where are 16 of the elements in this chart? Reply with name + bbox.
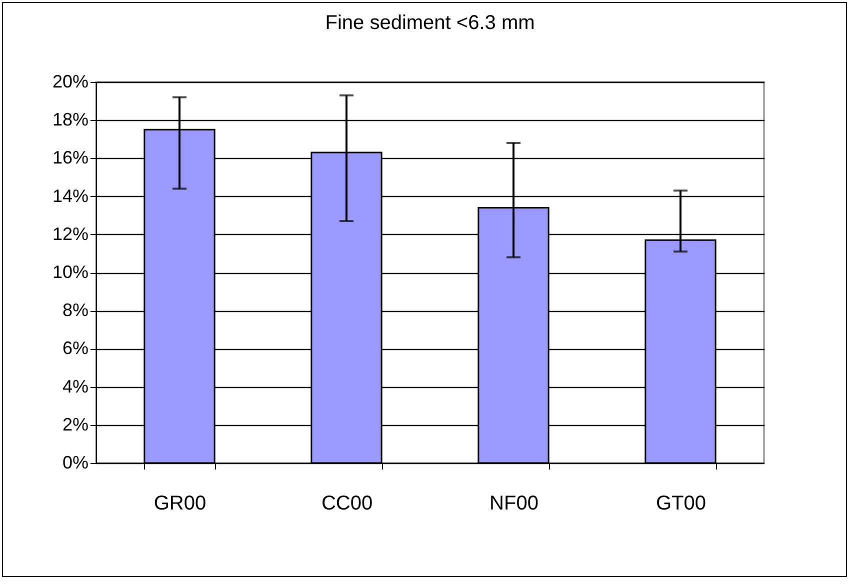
y-tick-label: 2% bbox=[62, 414, 88, 434]
y-tick-label: 0% bbox=[62, 452, 88, 472]
y-tick-label: 16% bbox=[52, 148, 88, 168]
y-tick-label: 20% bbox=[52, 72, 88, 92]
y-tick-label: 8% bbox=[62, 300, 88, 320]
x-tick-label: GT00 bbox=[656, 492, 706, 514]
x-tick-label: CC00 bbox=[321, 492, 373, 514]
chart-title: Fine sediment <6.3 mm bbox=[325, 12, 535, 34]
y-tick-label: 14% bbox=[52, 186, 88, 206]
x-tick-label: NF00 bbox=[490, 492, 538, 514]
x-tick-label: GR00 bbox=[154, 492, 206, 514]
y-tick-label: 10% bbox=[52, 262, 88, 282]
y-tick-label: 18% bbox=[52, 110, 88, 130]
y-tick-label: 4% bbox=[62, 376, 88, 396]
y-tick-label: 6% bbox=[62, 338, 88, 358]
y-tick-label: 12% bbox=[52, 224, 88, 244]
